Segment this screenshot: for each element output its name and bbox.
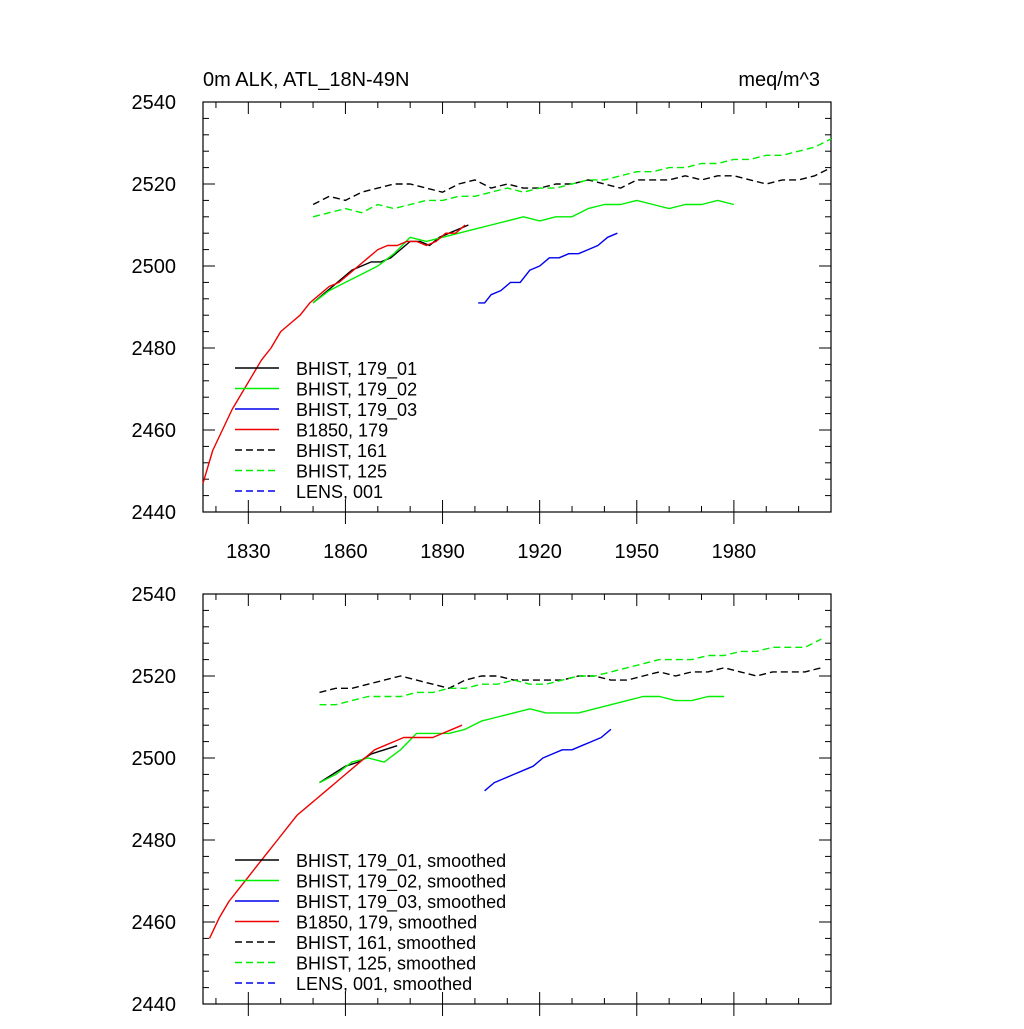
series-line — [319, 745, 398, 784]
series-line — [319, 638, 822, 706]
y-tick-label: 2460 — [132, 420, 177, 442]
series-line — [312, 199, 735, 304]
series-line — [202, 224, 466, 484]
plot-frame — [202, 593, 832, 1005]
series-line — [478, 232, 618, 304]
plot-frame — [202, 101, 832, 513]
chart-title: 0m ALK, ATL_18N-49N — [203, 69, 409, 91]
x-tick-label: 1890 — [420, 541, 465, 563]
y-tick-label: 2540 — [132, 92, 177, 114]
x-tick-label: 1920 — [517, 541, 562, 563]
y-tick-label: 2440 — [132, 994, 177, 1016]
y-tick-label: 2480 — [132, 338, 177, 360]
legend-label: BHIST, 125 — [296, 462, 387, 482]
series-line — [319, 695, 725, 784]
legend-label: BHIST, 179_02, smoothed — [296, 872, 506, 893]
x-tick-label: 1950 — [615, 541, 660, 563]
bottom-panel: 2440 2460 2480 2500 2520 2540 BHIST, 179_01, s… — [132, 584, 832, 1016]
top-panel: 0m ALK, ATL_18N-49N meq/m^3 2440 2460 2480… — [132, 69, 832, 563]
series-line — [208, 724, 463, 939]
legend-label: B1850, 179 — [296, 421, 388, 441]
legend-label: LENS, 001, smoothed — [296, 974, 472, 994]
y-tick-label: 2440 — [132, 502, 177, 524]
legend-label: BHIST, 179_01 — [296, 359, 417, 380]
x-tick-label: 1980 — [712, 541, 757, 563]
y-tick-label: 2500 — [132, 256, 177, 278]
legend-label: BHIST, 161, smoothed — [296, 933, 476, 953]
legend-label: BHIST, 125, smoothed — [296, 954, 476, 974]
series-line — [484, 728, 612, 792]
legend-label: BHIST, 179_02 — [296, 380, 417, 401]
series-line — [312, 138, 832, 218]
y-tick-label: 2480 — [132, 830, 177, 852]
legend-label: BHIST, 161 — [296, 441, 387, 461]
y-tick-label: 2540 — [132, 584, 177, 606]
x-tick-label: 1830 — [226, 541, 271, 563]
legend-label: LENS, 001 — [296, 482, 383, 502]
legend-label: B1850, 179, smoothed — [296, 913, 477, 933]
series-line — [319, 667, 822, 694]
y-tick-label: 2520 — [132, 666, 177, 688]
y-tick-label: 2500 — [132, 748, 177, 770]
x-tick-label: 1860 — [323, 541, 368, 563]
y-tick-label: 2520 — [132, 174, 177, 196]
series-line — [312, 166, 832, 206]
y-tick-label: 2460 — [132, 912, 177, 934]
units-label: meq/m^3 — [738, 69, 820, 91]
legend-label: BHIST, 179_01, smoothed — [296, 851, 506, 872]
legend-label: BHIST, 179_03, smoothed — [296, 892, 506, 913]
legend-label: BHIST, 179_03 — [296, 400, 417, 421]
